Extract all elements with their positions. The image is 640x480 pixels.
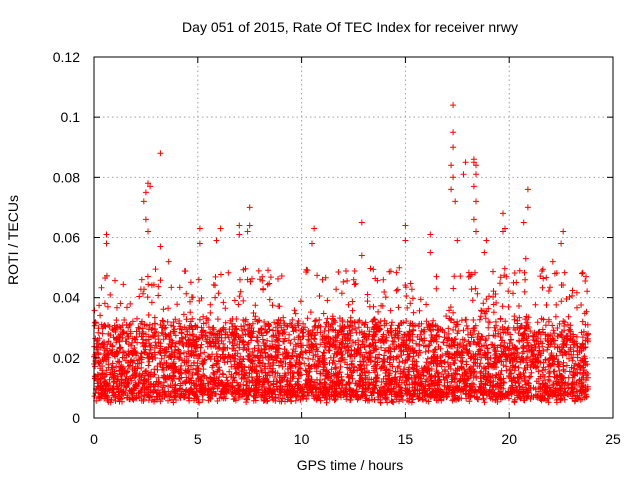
x-tick-labels: 0 5 10 15 20 25 [90,431,621,447]
y-tick-label: 0.12 [53,49,80,65]
y-axis-label: ROTI / TECUs [5,195,21,285]
x-tick-label: 10 [294,431,310,447]
y-tick-label: 0.04 [53,290,80,306]
y-tick-label: 0.06 [53,230,80,246]
y-tick-label: 0.02 [53,350,80,366]
x-axis-label: GPS time / hours [297,457,404,473]
axis-ticks [93,56,614,419]
roti-plus-markers [91,102,592,406]
y-tick-label: 0 [72,410,80,426]
y-tick-label: 0.08 [53,169,80,185]
x-tick-label: 20 [501,431,517,447]
data-points [91,102,592,406]
x-tick-label: 0 [90,431,98,447]
y-tick-labels: 0 0.02 0.04 0.06 0.08 0.1 0.12 [53,49,80,426]
x-tick-label: 25 [605,431,621,447]
chart-title: Day 051 of 2015, Rate Of TEC Index for r… [182,19,518,35]
x-tick-label: 15 [398,431,414,447]
x-tick-label: 5 [194,431,202,447]
y-tick-label: 0.1 [61,109,81,125]
